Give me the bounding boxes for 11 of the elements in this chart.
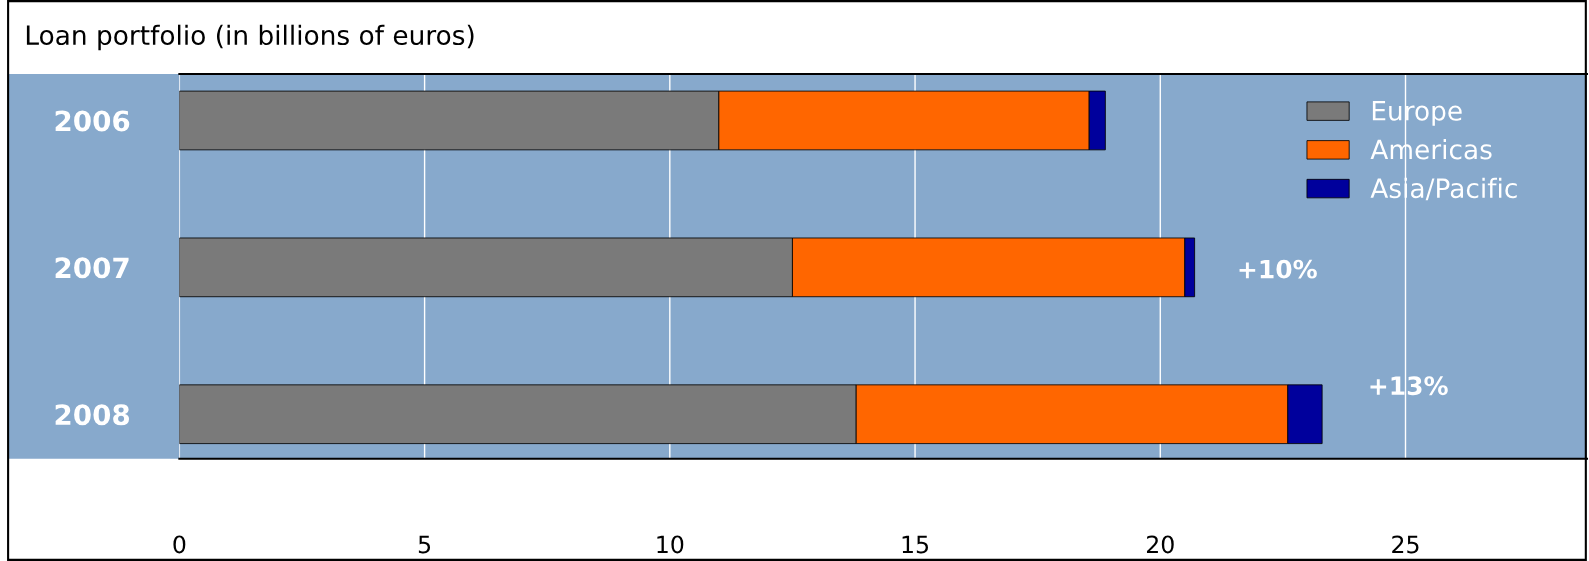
y-tick-label: 2008 <box>55 404 130 426</box>
annotation: +10% <box>1239 259 1317 279</box>
x-tick-label: 20 <box>1146 535 1174 554</box>
x-tick-label: 25 <box>1392 535 1419 554</box>
chart-title: Loan portfolio (in billions of euros) <box>26 24 474 51</box>
x-tick-label: 5 <box>418 535 431 554</box>
y-tick-label: 2006 <box>55 110 130 132</box>
x-tick-label: 0 <box>173 535 186 554</box>
x-tick-label: 10 <box>657 535 684 554</box>
x-tick-label: 15 <box>902 535 929 554</box>
y-tick-label: 2007 <box>55 257 129 279</box>
